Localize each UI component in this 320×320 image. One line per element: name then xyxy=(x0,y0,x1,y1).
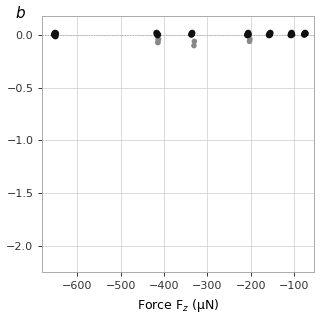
Point xyxy=(302,30,308,36)
Point xyxy=(289,31,294,36)
Point xyxy=(267,33,272,38)
Point xyxy=(288,33,293,38)
Point xyxy=(52,32,57,37)
Point xyxy=(247,39,252,44)
Point xyxy=(155,40,160,45)
Point xyxy=(155,33,160,38)
Point xyxy=(52,31,58,36)
Point xyxy=(267,31,272,36)
Point xyxy=(289,30,294,36)
Point xyxy=(246,32,251,37)
X-axis label: Force F$_z$ (μN): Force F$_z$ (μN) xyxy=(137,297,220,314)
Point xyxy=(302,31,307,36)
Point xyxy=(52,30,58,36)
Point xyxy=(191,43,196,48)
Point xyxy=(303,31,308,36)
Point xyxy=(247,37,252,42)
Point xyxy=(267,32,272,37)
Point xyxy=(156,37,161,42)
Point xyxy=(246,30,251,36)
Point xyxy=(155,32,160,37)
Point xyxy=(189,32,194,37)
Point xyxy=(302,32,307,37)
Point xyxy=(53,34,58,39)
Point xyxy=(245,31,250,36)
Text: b: b xyxy=(15,6,25,21)
Point xyxy=(192,39,197,44)
Point xyxy=(290,32,295,37)
Point xyxy=(190,30,195,36)
Point xyxy=(154,30,159,36)
Point xyxy=(155,31,160,36)
Point xyxy=(52,33,57,38)
Point xyxy=(189,31,194,36)
Point xyxy=(53,31,59,36)
Point xyxy=(245,33,250,38)
Point xyxy=(268,30,273,36)
